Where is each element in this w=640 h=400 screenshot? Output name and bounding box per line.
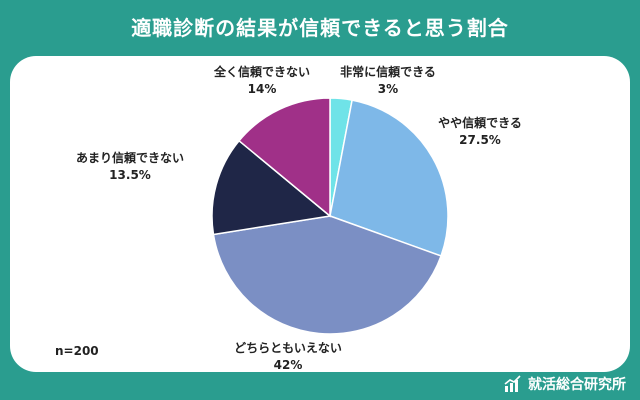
slice-label-value: 27.5% bbox=[459, 133, 501, 147]
slice-label-name: 非常に信頼できる bbox=[340, 65, 436, 79]
slice-label: 全く信頼できない 14% bbox=[214, 64, 310, 98]
brand-name: 就活総合研究所 bbox=[528, 377, 626, 393]
slice-label-value: 42% bbox=[273, 358, 303, 372]
slice-label-name: あまり信頼できない bbox=[75, 151, 185, 165]
brand-logo: 就活総合研究所 bbox=[504, 372, 626, 396]
sample-size-label: n=200 bbox=[55, 344, 99, 358]
pie-slice bbox=[211, 139, 332, 236]
slice-label-value: 3% bbox=[377, 82, 399, 96]
slice-label-name: どちらともいえない bbox=[234, 341, 342, 355]
chart-title: 適職診断の結果が信頼できると思う割合 bbox=[131, 15, 509, 40]
slice-label: どちらともいえない 42% bbox=[234, 340, 342, 374]
pie-slice bbox=[212, 215, 442, 335]
slice-label: やや信頼できる 27.5% bbox=[438, 115, 522, 149]
pie-slice bbox=[329, 99, 449, 257]
bar-chart-icon bbox=[504, 375, 521, 392]
slice-label: 非常に信頼できる 3% bbox=[340, 64, 436, 98]
slice-label-value: 13.5% bbox=[109, 168, 151, 182]
slice-label-value: 14% bbox=[247, 82, 277, 96]
pie-slice bbox=[238, 97, 331, 218]
slice-label-name: 全く信頼できない bbox=[213, 65, 311, 79]
slice-label-name: やや信頼できる bbox=[438, 116, 522, 130]
slice-label: あまり信頼できない 13.5% bbox=[76, 150, 184, 184]
